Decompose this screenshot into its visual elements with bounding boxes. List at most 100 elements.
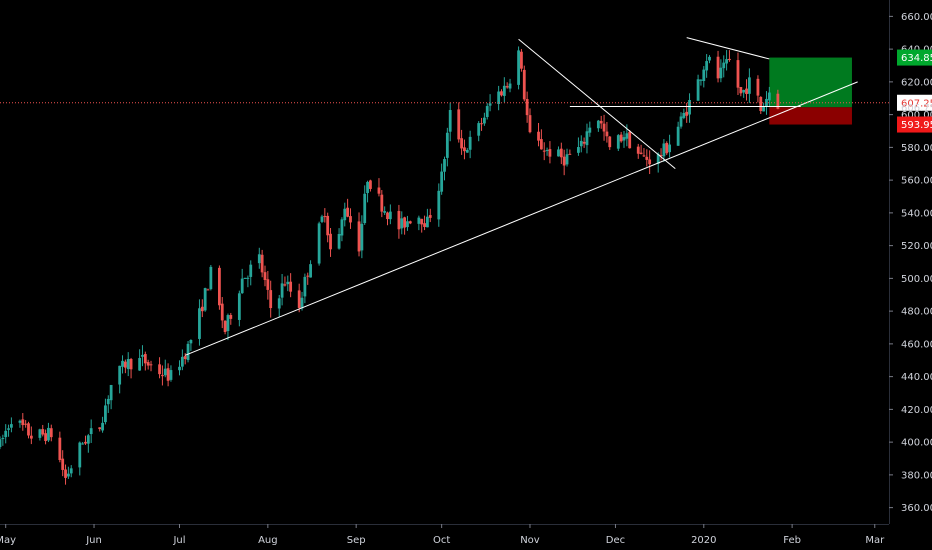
- candle-body: [559, 148, 563, 158]
- candle-body: [340, 219, 344, 236]
- candle-body: [84, 441, 87, 444]
- candle-body: [377, 187, 381, 194]
- candle-body: [528, 115, 532, 133]
- price-tag-box: [897, 116, 932, 133]
- candle-body: [27, 423, 30, 436]
- candle-body: [7, 428, 10, 430]
- candle-body: [596, 120, 600, 129]
- x-tick-label: Jul: [172, 535, 185, 546]
- candle-body: [463, 147, 466, 152]
- candle-body: [243, 277, 247, 279]
- candle-body: [149, 364, 153, 366]
- candle-body: [206, 289, 210, 291]
- candle-body: [648, 159, 652, 165]
- candle-body: [517, 50, 520, 85]
- x-tick-label: Feb: [783, 535, 801, 546]
- candle-body: [579, 140, 583, 147]
- candle-body: [260, 254, 264, 273]
- candle-body: [146, 362, 150, 366]
- x-tick-label: Mar: [865, 535, 885, 546]
- candle-body: [388, 211, 392, 220]
- candle-body: [577, 147, 580, 153]
- candle-body: [465, 150, 469, 153]
- candle-body: [619, 134, 623, 142]
- y-tick-label: 460.00: [901, 339, 932, 350]
- candle-body: [229, 315, 233, 319]
- candle-body: [203, 288, 207, 311]
- y-tick-label: 420.00: [901, 405, 932, 416]
- candle-body: [428, 215, 432, 218]
- candle-body: [269, 290, 273, 309]
- candle-body: [767, 92, 771, 101]
- candle-body: [668, 144, 671, 153]
- candle-body: [397, 210, 401, 230]
- y-tick-label: 660.00: [901, 12, 932, 23]
- candle-body: [309, 264, 312, 278]
- candle-body: [702, 69, 706, 81]
- candle-body: [138, 358, 142, 371]
- candle-body: [728, 58, 731, 61]
- candle-body: [78, 442, 82, 468]
- candle-body: [625, 133, 629, 139]
- candle-body: [440, 171, 444, 192]
- candle-body: [209, 266, 213, 290]
- candle-body: [1, 437, 5, 439]
- candle-body: [520, 51, 523, 69]
- candle-body: [522, 69, 526, 100]
- candle-body: [725, 59, 728, 64]
- candle-body: [363, 193, 367, 224]
- candle-body: [329, 233, 332, 250]
- candle-body: [602, 123, 606, 132]
- candle-body: [297, 290, 301, 308]
- candle-body: [58, 437, 62, 460]
- candle-body: [266, 279, 270, 290]
- candle-body: [722, 62, 726, 69]
- candle-body: [246, 277, 250, 279]
- candle-body: [303, 276, 307, 297]
- candle-body: [306, 275, 310, 277]
- y-tick-label: 580.00: [901, 143, 932, 154]
- candle-body: [118, 365, 122, 385]
- candle-body: [178, 366, 181, 371]
- candle-body: [126, 359, 130, 370]
- trendline: [686, 37, 770, 60]
- candle-body: [129, 359, 133, 370]
- candle-body: [18, 420, 22, 423]
- candle-body: [665, 142, 669, 154]
- price-tag-label: 634.85: [901, 53, 932, 64]
- candle-body: [500, 91, 503, 96]
- candle-body: [545, 149, 549, 151]
- candle-body: [622, 137, 626, 141]
- candle-body: [468, 136, 472, 150]
- candle-body: [645, 156, 649, 160]
- candle-body: [158, 364, 161, 375]
- candle-body: [562, 156, 566, 166]
- candle-body: [189, 340, 193, 344]
- price-tag-box: [897, 49, 932, 66]
- candle-body: [29, 435, 33, 439]
- candle-body: [659, 155, 663, 157]
- candle-body: [289, 281, 293, 292]
- candle-body: [759, 96, 763, 112]
- candle-body: [696, 79, 700, 101]
- position-zones[interactable]: [769, 57, 852, 125]
- candle-body: [642, 155, 646, 157]
- candle-body: [585, 131, 589, 146]
- candle-body: [220, 303, 224, 321]
- candle-body: [369, 180, 372, 189]
- candle-body: [699, 79, 703, 81]
- candle-body: [608, 136, 612, 148]
- candle-body: [537, 131, 540, 141]
- candle-body: [383, 211, 387, 213]
- x-tick-label: Jun: [85, 535, 102, 546]
- trendlines[interactable]: [185, 37, 858, 356]
- candle-body: [437, 190, 441, 220]
- candle-body: [548, 149, 552, 157]
- candle-body: [508, 83, 512, 89]
- candle-body: [685, 111, 689, 116]
- candle-body: [4, 430, 8, 438]
- candle-body: [263, 272, 267, 281]
- candle-body: [257, 254, 261, 264]
- x-axis[interactable]: May Jun Jul Aug Sep Oct Nov Dec 2020 Feb Mar: [0, 524, 885, 546]
